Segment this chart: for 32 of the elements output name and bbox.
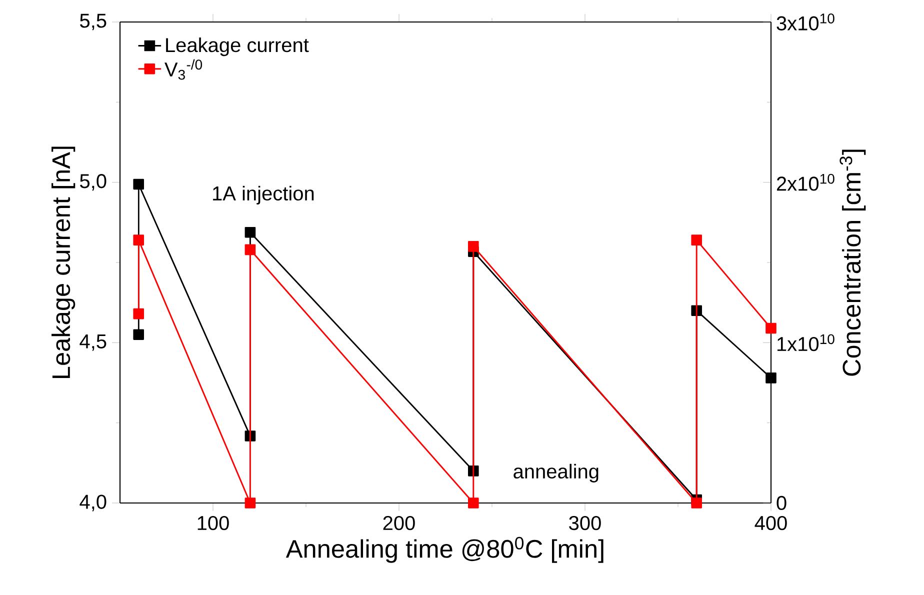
y-tick-label: 5,0 (80, 174, 106, 191)
point (244, 226, 256, 238)
y2-tick-label: 3x10$^{10}$ (776, 14, 834, 30)
x-axis-title: Annealing time @80$^{0}$C [min] (286, 536, 604, 563)
y2-tick-label: 1x10$^{10}$ (778, 334, 834, 352)
point (468, 241, 479, 252)
x-tick-label: 300 (569, 516, 601, 530)
annotation: 1A injection (213, 186, 314, 204)
y-tick-label: 4,0 (80, 494, 106, 512)
point (133, 178, 144, 190)
y2-axis-title: Concentration [cm$^{-3}$] (840, 150, 866, 376)
point (133, 234, 144, 246)
x-tick-label: 200 (383, 516, 415, 530)
y2-tick-label: 0 (776, 496, 786, 510)
y-tick-label: 4,5 (80, 334, 106, 351)
point (691, 498, 702, 508)
point (468, 498, 479, 508)
point (766, 372, 776, 384)
x-tick-label: 400 (754, 516, 787, 530)
point (133, 308, 144, 320)
point (244, 244, 256, 256)
y-axis-title: Leakage current [nA] (52, 146, 76, 378)
y2-tick-label: 2x10$^{10}$ (776, 174, 834, 191)
point (766, 322, 776, 334)
point (244, 498, 256, 508)
legend-label: V$_{3}$-/0 (164, 59, 202, 80)
y-tick-label: 5,5 (80, 14, 106, 30)
legend-label: Leakage current (166, 37, 309, 56)
point (691, 234, 702, 246)
point (133, 329, 144, 340)
x-tick-label: 100 (198, 516, 229, 530)
annotation: annealing (514, 464, 598, 482)
